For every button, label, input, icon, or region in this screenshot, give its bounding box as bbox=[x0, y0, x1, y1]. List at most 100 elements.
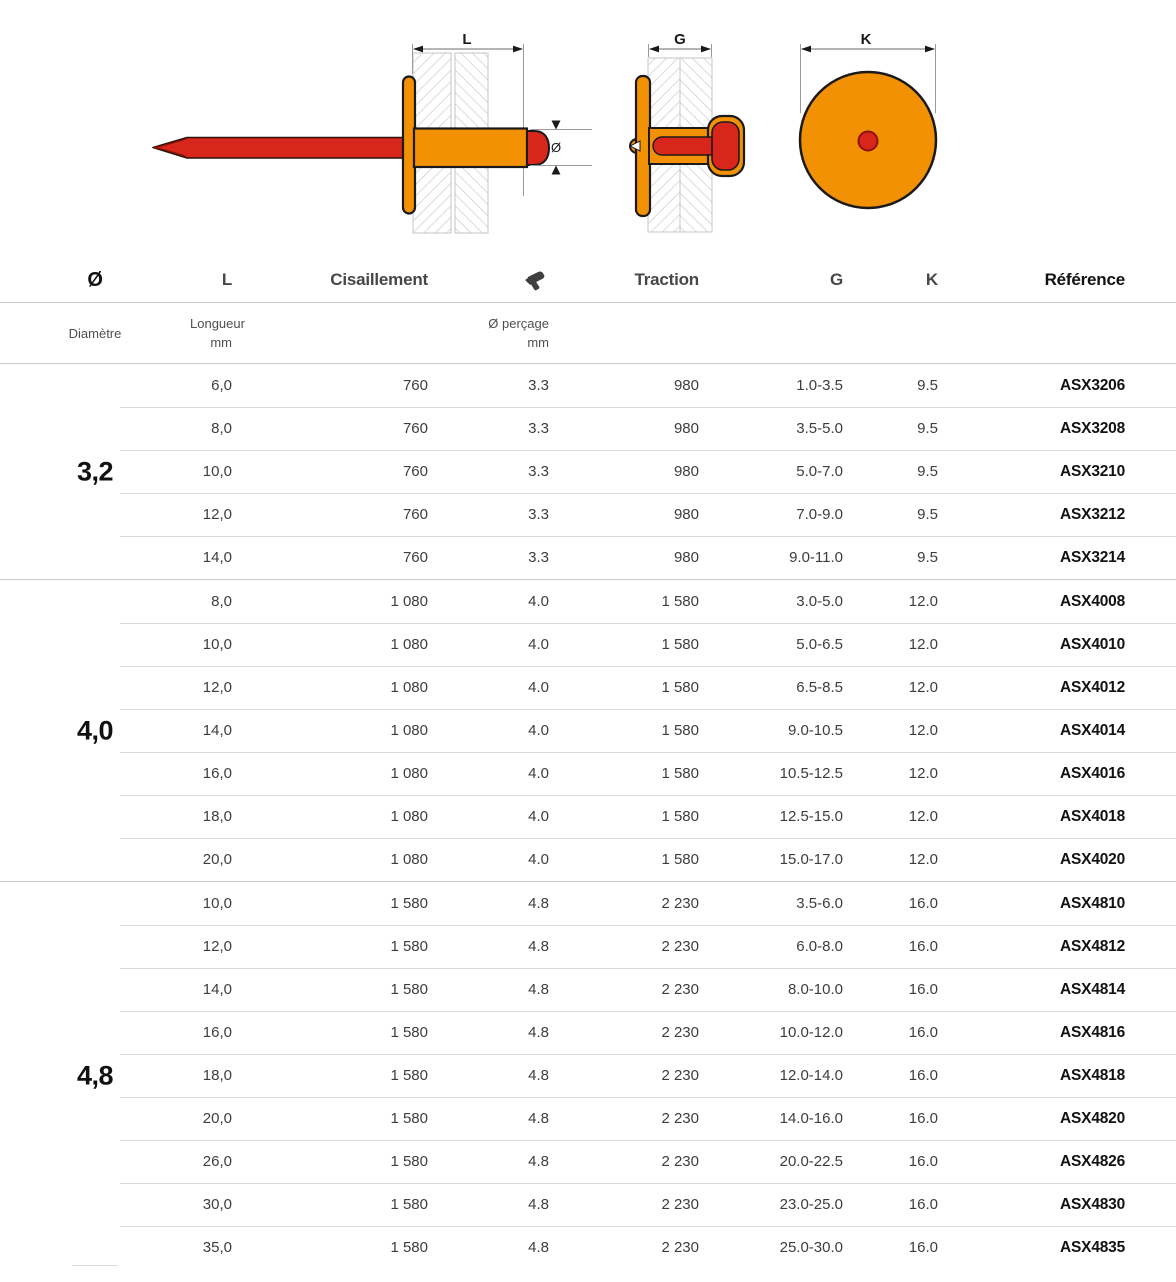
rivet-diagrams: L Ø bbox=[0, 0, 1176, 258]
cell-shear: 1 080 bbox=[390, 722, 428, 739]
cell-reference: ASX4810 bbox=[1060, 894, 1125, 912]
table-row: 35,0 1 580 4.8 2 230 25.0-30.0 16.0 ASX4835 bbox=[0, 1226, 1176, 1269]
subheader-length: Longueur mm bbox=[190, 314, 245, 352]
cell-shear: 1 580 bbox=[390, 1239, 428, 1256]
cell-length: 12,0 bbox=[202, 679, 232, 696]
cell-grip: 12.5-15.0 bbox=[779, 808, 843, 825]
table-row: 14,0 760 3.3 980 9.0-11.0 9.5 ASX3214 bbox=[0, 536, 1176, 579]
table-row: 8,0 1 080 4.0 1 580 3.0-5.0 12.0 ASX4008 bbox=[0, 580, 1176, 623]
cell-reference: ASX4008 bbox=[1060, 592, 1125, 610]
cell-drill: 4.8 bbox=[528, 1110, 549, 1127]
cell-traction: 2 230 bbox=[661, 895, 699, 912]
table-row: 30,0 1 580 4.8 2 230 23.0-25.0 16.0 ASX4830 bbox=[0, 1183, 1176, 1226]
cell-grip: 3.5-6.0 bbox=[796, 895, 843, 912]
cell-reference: ASX4018 bbox=[1060, 807, 1125, 825]
table-row: 20,0 1 080 4.0 1 580 15.0-17.0 12.0 ASX4020 bbox=[0, 838, 1176, 881]
cell-reference: ASX4020 bbox=[1060, 850, 1125, 868]
cell-traction: 2 230 bbox=[661, 1024, 699, 1041]
header-shear: Cisaillement bbox=[330, 270, 428, 289]
cell-head: 12.0 bbox=[908, 679, 938, 696]
cell-shear: 1 580 bbox=[390, 1110, 428, 1127]
cell-grip: 10.0-12.0 bbox=[779, 1024, 843, 1041]
cell-traction: 1 580 bbox=[661, 636, 699, 653]
cell-grip: 25.0-30.0 bbox=[779, 1239, 843, 1256]
cell-head: 12.0 bbox=[908, 636, 938, 653]
table-row: 18,0 1 580 4.8 2 230 12.0-14.0 16.0 ASX4818 bbox=[0, 1054, 1176, 1097]
cell-length: 18,0 bbox=[202, 808, 232, 825]
subheader-length-unit-label: Longueur bbox=[190, 316, 245, 331]
cell-drill: 3.3 bbox=[528, 463, 549, 480]
cell-grip: 3.5-5.0 bbox=[796, 420, 843, 437]
cell-length: 10,0 bbox=[202, 895, 232, 912]
cell-reference: ASX4814 bbox=[1060, 980, 1125, 998]
cell-drill: 3.3 bbox=[528, 377, 549, 394]
cell-traction: 1 580 bbox=[661, 679, 699, 696]
cell-length: 35,0 bbox=[202, 1239, 232, 1256]
cell-grip: 6.5-8.5 bbox=[796, 679, 843, 696]
cell-head: 16.0 bbox=[908, 1153, 938, 1170]
table-row: 10,0 1 080 4.0 1 580 5.0-6.5 12.0 ASX4010 bbox=[0, 623, 1176, 666]
rivet-diagrams-svg: L Ø bbox=[152, 31, 938, 234]
subheader-length-unit: mm bbox=[210, 335, 232, 350]
cell-length: 20,0 bbox=[202, 1110, 232, 1127]
cell-length: 30,0 bbox=[202, 1196, 232, 1213]
cell-head: 9.5 bbox=[917, 506, 938, 523]
dim-label-G: G bbox=[674, 31, 686, 48]
cell-shear: 1 080 bbox=[390, 851, 428, 868]
cell-shear: 1 080 bbox=[390, 636, 428, 653]
cell-length: 8,0 bbox=[211, 420, 232, 437]
cell-reference: ASX4820 bbox=[1060, 1109, 1125, 1127]
subheader-diameter: Diamètre bbox=[68, 325, 122, 341]
table-subheader-row: Diamètre Longueur mm Ø perçage mm bbox=[0, 303, 1176, 364]
cell-shear: 1 580 bbox=[390, 895, 428, 912]
cell-grip: 10.5-12.5 bbox=[779, 765, 843, 782]
cell-shear: 760 bbox=[402, 420, 428, 437]
cell-reference: ASX4818 bbox=[1060, 1066, 1125, 1084]
cell-drill: 4.0 bbox=[528, 808, 549, 825]
cell-drill: 4.8 bbox=[528, 1024, 549, 1041]
cell-reference: ASX4010 bbox=[1060, 635, 1125, 653]
cell-drill: 4.0 bbox=[528, 722, 549, 739]
cell-grip: 14.0-16.0 bbox=[779, 1110, 843, 1127]
cell-head: 12.0 bbox=[908, 593, 938, 610]
rivet-side-view-diagram: L Ø bbox=[152, 31, 592, 234]
cell-shear: 1 080 bbox=[390, 679, 428, 696]
dim-label-diameter: Ø bbox=[551, 140, 561, 155]
cell-length: 14,0 bbox=[202, 722, 232, 739]
group-diameter-label: 4,8 bbox=[76, 1060, 114, 1090]
cell-length: 10,0 bbox=[202, 463, 232, 480]
dim-label-K: K bbox=[861, 31, 872, 48]
table-row: 18,0 1 080 4.0 1 580 12.5-15.0 12.0 ASX4018 bbox=[0, 795, 1176, 838]
cell-shear: 1 580 bbox=[390, 1067, 428, 1084]
cell-grip: 20.0-22.5 bbox=[779, 1153, 843, 1170]
cell-reference: ASX3214 bbox=[1060, 548, 1125, 566]
header-diameter: Ø bbox=[87, 268, 103, 291]
cell-head: 16.0 bbox=[908, 981, 938, 998]
subheader-drill-label: Ø perçage bbox=[488, 316, 549, 331]
header-grip: G bbox=[829, 270, 843, 289]
cell-grip: 12.0-14.0 bbox=[779, 1067, 843, 1084]
cell-grip: 9.0-11.0 bbox=[789, 549, 843, 566]
table-row: 12,0 760 3.3 980 7.0-9.0 9.5 ASX3212 bbox=[0, 493, 1176, 536]
table-row: 10,0 1 580 4.8 2 230 3.5-6.0 16.0 ASX4810 bbox=[0, 882, 1176, 925]
cell-traction: 1 580 bbox=[661, 593, 699, 610]
cell-head: 9.5 bbox=[917, 463, 938, 480]
table-row: 16,0 1 080 4.0 1 580 10.5-12.5 12.0 ASX4016 bbox=[0, 752, 1176, 795]
cell-length: 14,0 bbox=[202, 549, 232, 566]
cell-grip: 3.0-5.0 bbox=[796, 593, 843, 610]
cell-traction: 980 bbox=[673, 549, 699, 566]
cell-shear: 1 080 bbox=[390, 808, 428, 825]
cell-drill: 4.8 bbox=[528, 981, 549, 998]
cell-head: 12.0 bbox=[908, 851, 938, 868]
cell-head: 16.0 bbox=[908, 1196, 938, 1213]
cell-shear: 1 080 bbox=[390, 765, 428, 782]
header-head: K bbox=[925, 270, 938, 289]
cell-length: 18,0 bbox=[202, 1067, 232, 1084]
drill-icon bbox=[525, 271, 545, 291]
cell-head: 16.0 bbox=[908, 895, 938, 912]
cell-traction: 1 580 bbox=[661, 765, 699, 782]
cell-reference: ASX4016 bbox=[1060, 764, 1125, 782]
cell-traction: 2 230 bbox=[661, 1153, 699, 1170]
cell-shear: 760 bbox=[402, 377, 428, 394]
